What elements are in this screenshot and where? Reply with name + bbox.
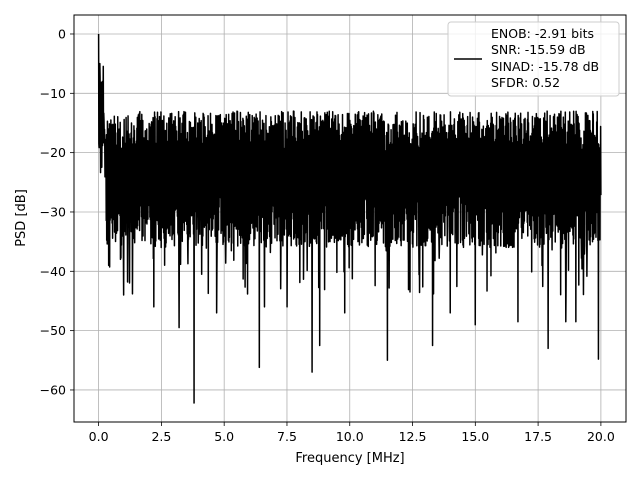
y-axis-label: PSD [dB] [14, 189, 29, 247]
y-axis-ticks: 0 −10 −20 −30 −40 −50 −60 [40, 26, 74, 397]
legend-entry-sinad: SINAD: -15.78 dB [491, 59, 599, 74]
x-tick-label: 20.0 [587, 429, 615, 444]
x-tick-label: 2.5 [151, 429, 171, 444]
legend-entry-enob: ENOB: -2.91 bits [491, 26, 594, 41]
x-tick-label: 0.0 [89, 429, 109, 444]
x-tick-label: 17.5 [524, 429, 552, 444]
x-tick-label: 10.0 [336, 429, 364, 444]
psd-line [97, 33, 602, 404]
x-tick-label: 5.0 [214, 429, 234, 444]
legend-entry-sfdr: SFDR: 0.52 [491, 75, 560, 90]
y-tick-label: −30 [40, 204, 66, 219]
x-tick-label: 15.0 [461, 429, 489, 444]
data-series [97, 33, 602, 404]
y-tick-label: 0 [58, 26, 66, 41]
legend-entry-snr: SNR: -15.59 dB [491, 42, 586, 57]
y-tick-label: −40 [40, 264, 66, 279]
y-tick-label: −10 [40, 86, 66, 101]
y-tick-label: −20 [40, 145, 66, 160]
y-tick-label: −50 [40, 323, 66, 338]
x-axis-label: Frequency [MHz] [295, 451, 404, 466]
x-tick-label: 12.5 [399, 429, 427, 444]
legend-box [447, 21, 620, 97]
x-tick-label: 7.5 [277, 429, 297, 444]
y-tick-label: −60 [40, 382, 66, 397]
x-axis-ticks: 0.0 2.5 5.0 7.5 10.0 12.5 15.0 17.5 20.0 [89, 422, 615, 444]
legend: ENOB: -2.91 bits SNR: -15.59 dB SINAD: -… [447, 21, 620, 97]
